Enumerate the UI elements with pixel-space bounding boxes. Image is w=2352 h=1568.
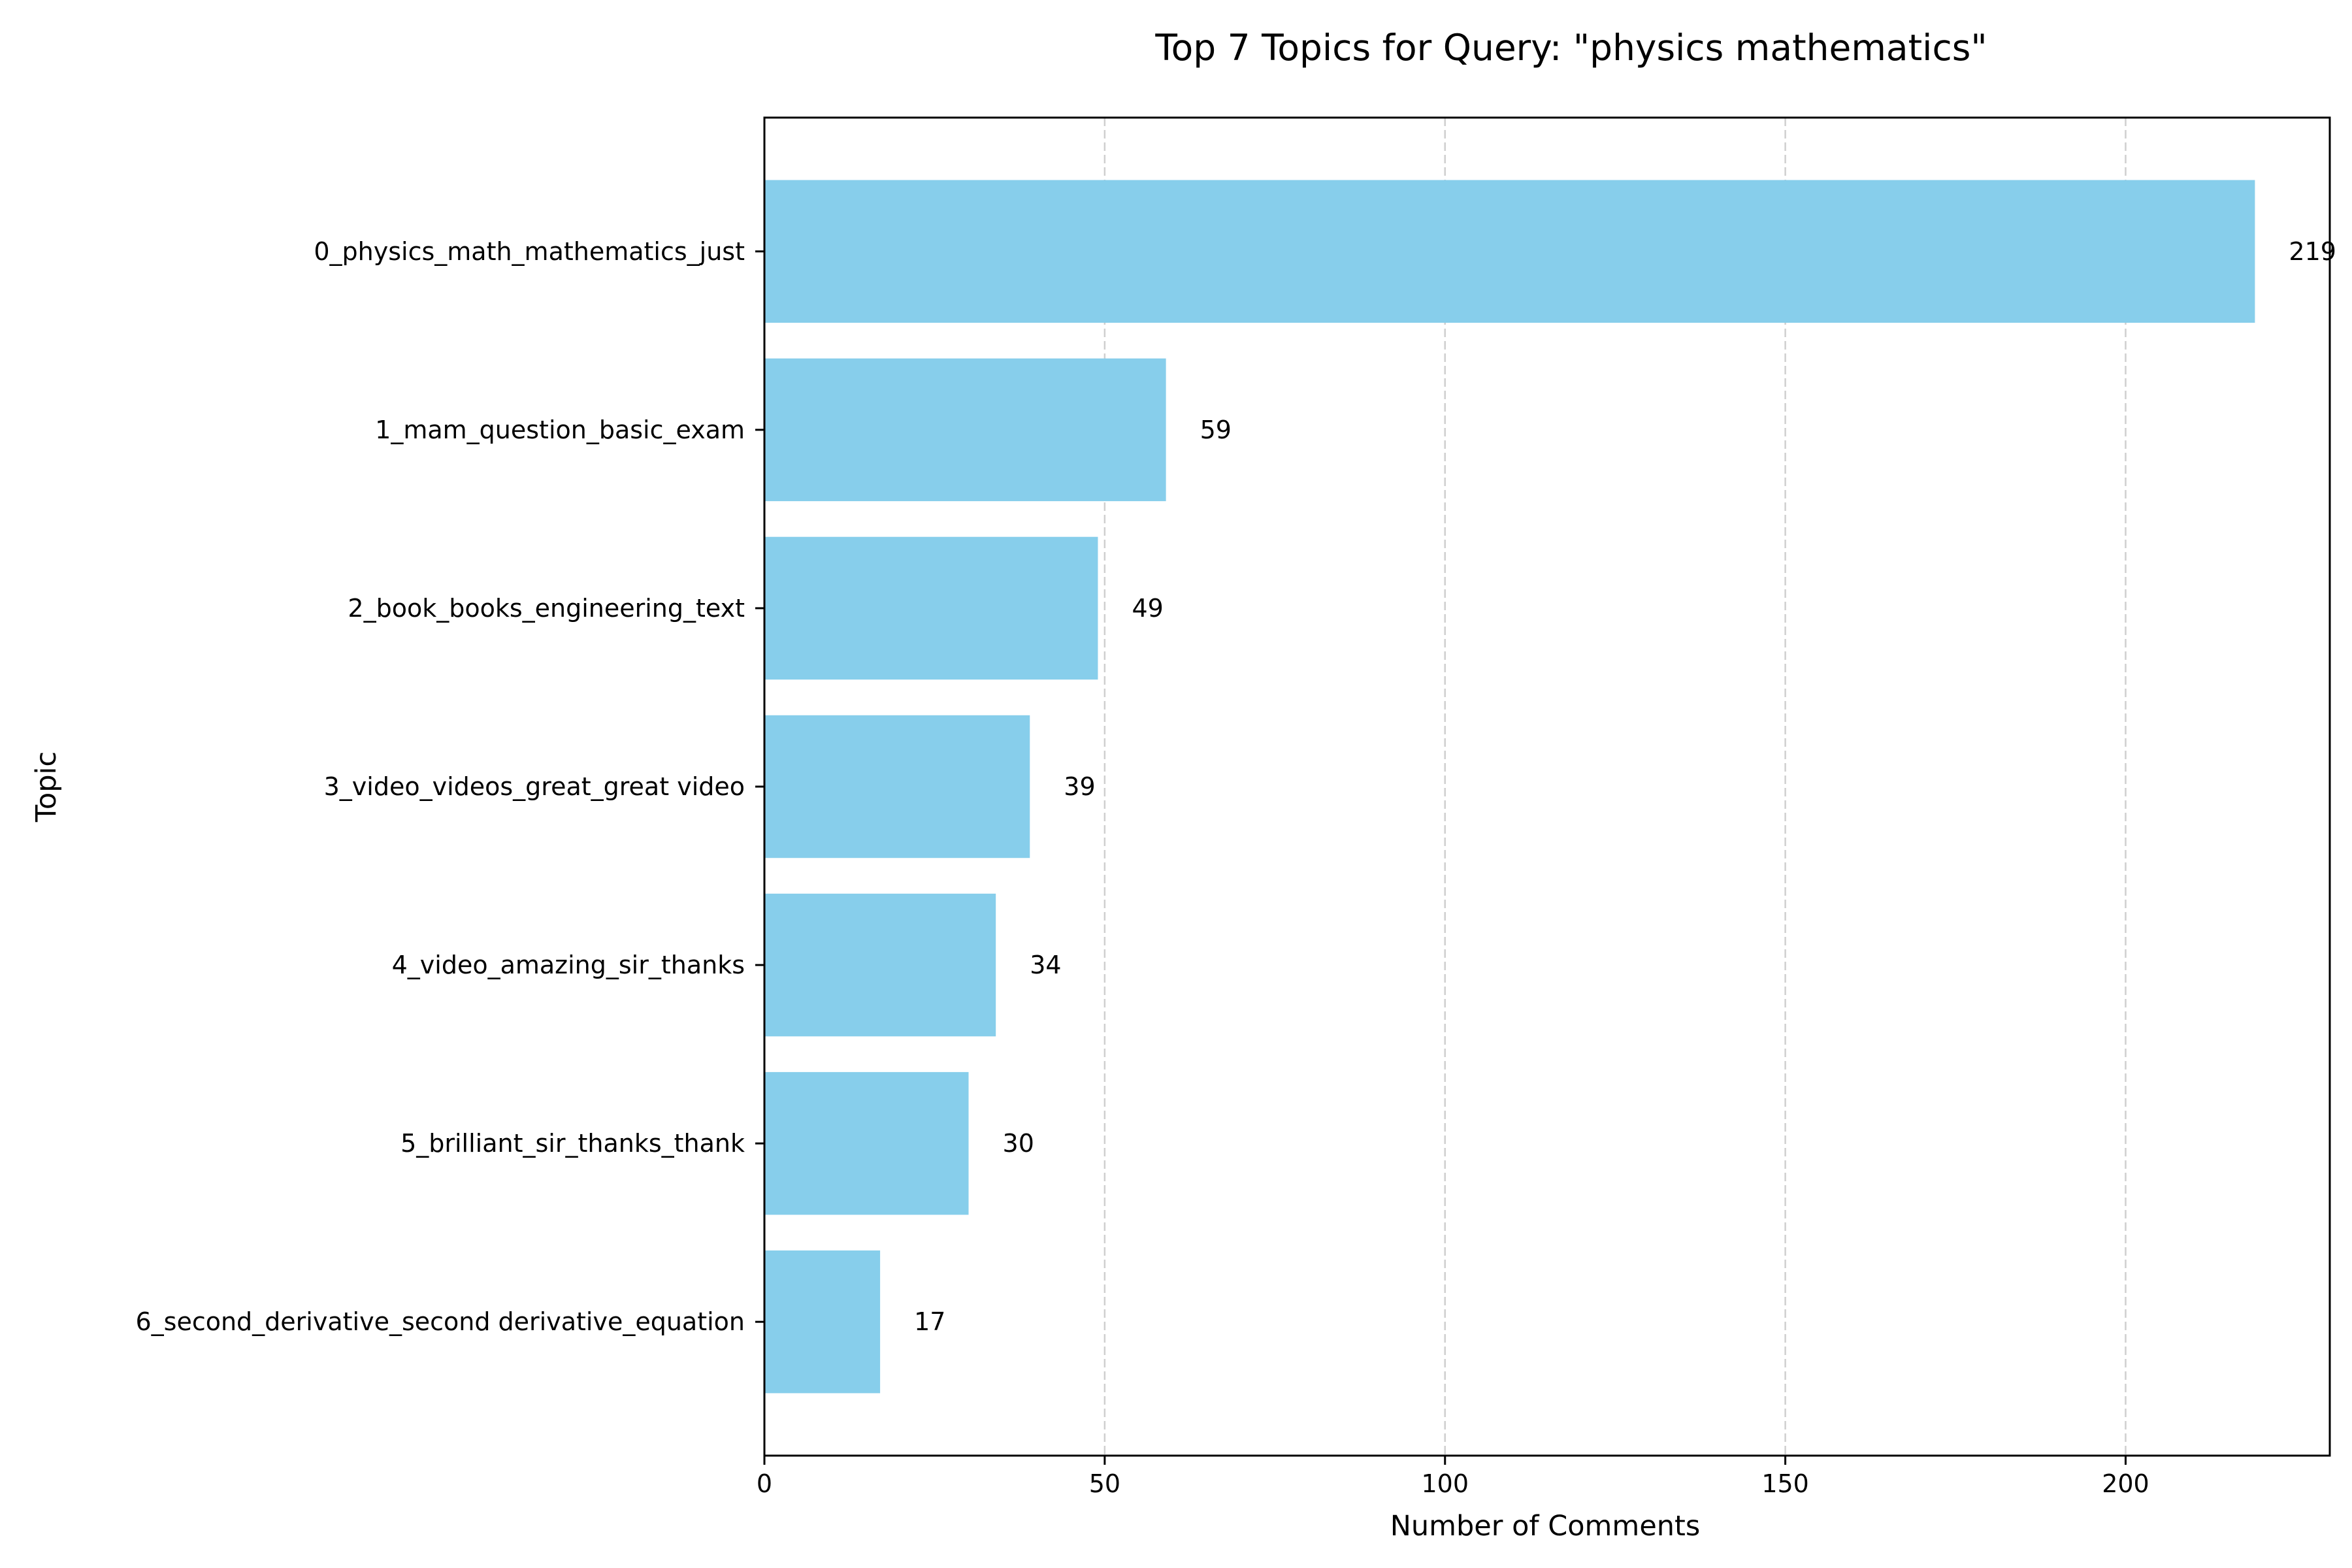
x-axis-label: Number of Comments [1390,1510,1701,1543]
y-tick-label: 3_video_videos_great_great video [324,772,745,801]
x-tick-label: 200 [2102,1469,2149,1498]
x-tick-label: 0 [757,1469,772,1498]
y-tick-label: 5_brilliant_sir_thanks_thank [400,1129,745,1158]
value-label: 17 [914,1307,945,1336]
bar [764,180,2255,323]
y-tick-label: 1_mam_question_basic_exam [375,416,745,444]
x-tick-labels: 0 50 100 150 200 [757,1456,2149,1498]
value-label: 30 [1003,1129,1034,1158]
value-label: 59 [1200,416,1232,444]
bar [764,893,996,1037]
value-label: 219 [2289,237,2336,266]
bar [764,536,1098,680]
value-label: 34 [1030,951,1061,979]
value-label: 49 [1132,594,1163,623]
y-tick-label: 6_second_derivative_second derivative_eq… [135,1307,745,1336]
x-tick-label: 150 [1761,1469,1809,1498]
value-labels: 219 59 49 39 34 30 17 [914,237,2336,1336]
bar [764,1250,881,1394]
bar [764,715,1030,858]
y-axis-label: Topic [30,751,63,823]
bar [764,1071,969,1215]
bar [764,358,1166,502]
chart-title: Top 7 Topics for Query: "physics mathema… [1154,27,1987,69]
bars [764,180,2255,1394]
y-tick-label: 2_book_books_engineering_text [348,594,745,623]
x-tick-label: 50 [1089,1469,1120,1498]
value-label: 39 [1064,772,1095,801]
x-tick-label: 100 [1421,1469,1469,1498]
y-tick-label: 4_video_amazing_sir_thanks [392,951,745,979]
plot-frame [763,116,2331,1457]
y-tick-label: 0_physics_math_mathematics_just [314,237,745,266]
y-tick-labels: 0_physics_math_mathematics_just 1_mam_que… [135,237,764,1336]
